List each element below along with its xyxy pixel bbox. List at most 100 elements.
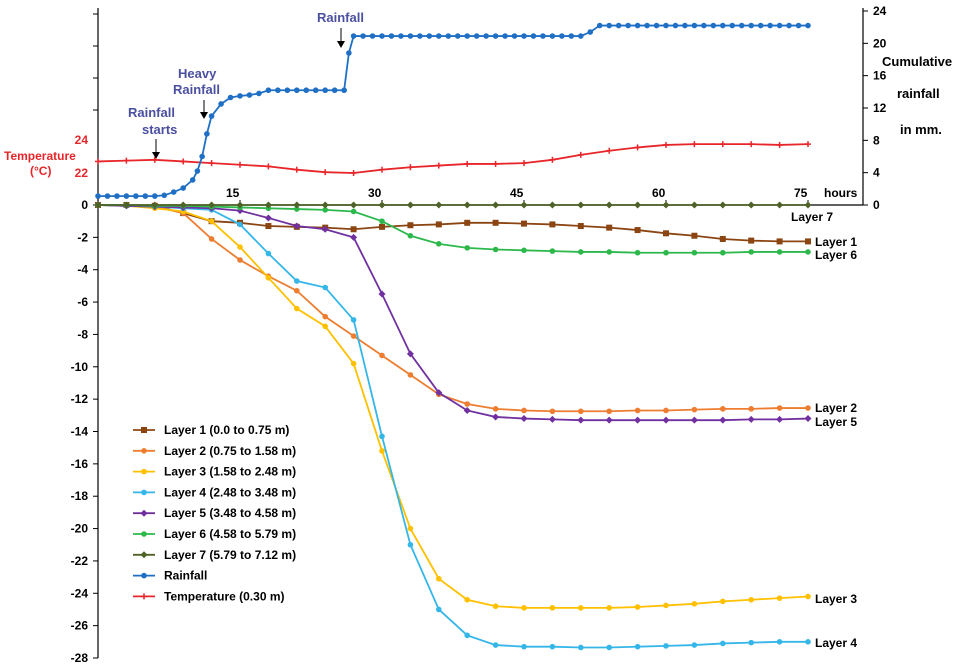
series-end-label: Layer 6 [815,248,857,262]
data-point-layer-3 [379,448,385,454]
data-point-rainfall [114,193,120,199]
data-point-layer-6 [350,208,357,215]
legend-entry: Layer 5 (3.48 to 4.58 m) [164,506,296,520]
legend-swatch-marker-shape [140,509,148,517]
data-point-layer-7-shape [747,201,755,209]
data-point-layer-2 [691,406,698,413]
data-point-rainfall [720,22,726,29]
data-point-rainfall-shape [114,193,120,199]
data-point-rainfall-shape [710,22,717,29]
legend-swatch-marker-shape [141,448,147,454]
data-point-layer-2-shape [776,405,783,411]
data-point-rainfall [606,22,612,29]
data-point-layer-1 [379,223,385,230]
data-point-layer-6-shape [776,249,783,255]
data-point-rainfall-shape [360,33,366,39]
data-point-layer-4 [521,643,527,650]
data-point-layer-1 [549,221,556,228]
data-point-layer-6-shape [492,246,499,253]
series-end-label: Layer 4 [815,636,857,650]
data-point-rainfall [729,22,736,29]
data-point-rainfall [634,22,641,29]
data-point-temperature [265,163,272,170]
data-point-temperature [379,166,385,173]
data-point-rainfall [388,33,395,39]
data-point-layer-7-shape [208,201,216,209]
data-point-layer-6-shape [407,232,414,239]
data-point-rainfall [256,90,262,97]
data-point-rainfall-shape [473,33,480,39]
data-point-layer-1-shape [549,221,556,228]
data-point-temperature [663,141,669,148]
data-point-layer-1-shape [407,222,414,229]
data-point-layer-5-shape [548,415,556,423]
data-point-layer-2 [521,407,527,414]
data-point-temperature [180,158,187,165]
data-point-layer-7-shape [605,201,613,209]
data-point-layer-7-shape [350,201,358,209]
data-point-layer-3-shape [634,604,641,610]
data-point-layer-4-shape [805,639,811,645]
data-point-layer-4 [492,642,499,648]
data-point-rainfall-shape [294,87,300,94]
data-point-layer-3-shape [691,601,698,607]
data-point-rainfall-shape [738,22,745,29]
data-point-layer-1 [350,226,357,233]
data-point-layer-2 [294,287,300,294]
data-point-layer-7 [605,201,613,209]
left-tick-label: -8 [77,327,88,341]
data-point-layer-7-shape [492,201,500,209]
data-point-layer-4-shape [748,639,754,646]
data-point-layer-7 [378,201,386,209]
data-point-rainfall [346,50,352,56]
data-point-layer-4-shape [379,433,385,440]
data-point-layer-1-shape [663,230,669,237]
data-point-layer-7 [208,201,216,209]
data-point-rainfall [322,87,329,94]
data-point-layer-4 [237,221,243,228]
data-point-layer-2-shape [492,406,499,412]
left-tick-label: -6 [77,295,88,309]
x-tick-label: 15 [226,186,240,200]
data-point-layer-6 [521,247,527,254]
data-point-layer-5-shape [406,350,414,358]
data-point-rainfall [540,33,546,39]
data-point-layer-5 [321,225,329,233]
data-point-rainfall-shape [152,193,158,199]
right-axis-label: Cumulative [882,54,952,69]
data-point-layer-2-shape [350,333,357,339]
data-point-layer-3-shape [492,603,499,610]
data-point-layer-2-shape [464,401,471,407]
data-point-rainfall-shape [701,22,707,29]
data-point-layer-2-shape [748,406,754,412]
data-point-layer-7 [236,201,244,209]
right-tick-label: 24 [873,4,887,18]
left-tick-label: -28 [71,651,89,665]
data-point-layer-4-shape [606,644,612,651]
data-point-layer-5 [406,350,414,358]
data-point-rainfall-shape [786,22,792,29]
data-point-layer-1-shape [521,220,527,227]
data-point-layer-1-shape [435,221,442,228]
data-point-layer-3 [350,360,357,367]
data-point-rainfall-shape [204,131,210,137]
left-tick-label: -16 [71,457,89,471]
data-point-rainfall-shape [284,87,291,94]
data-point-rainfall-shape [757,22,764,29]
left-tick-label: -4 [77,263,88,277]
data-point-rainfall [199,153,205,160]
data-point-layer-6-shape [549,248,556,254]
data-point-rainfall [492,33,499,39]
data-point-layer-6 [379,218,385,224]
data-point-rainfall [142,193,149,199]
chart-labels: Layer 1 Layer 2 Layer 3 Layer 4 Layer 5 Layer… [128,10,857,650]
data-point-layer-5 [293,222,301,230]
data-point-layer-3-shape [748,596,754,603]
left-tick-label: -12 [71,392,89,406]
series-end-label: Layer 5 [815,415,857,429]
data-point-rainfall-shape [417,33,423,39]
data-point-layer-7 [463,201,471,209]
data-point-layer-7 [719,201,727,209]
data-point-rainfall-shape [189,177,196,183]
data-point-layer-1 [521,220,527,227]
